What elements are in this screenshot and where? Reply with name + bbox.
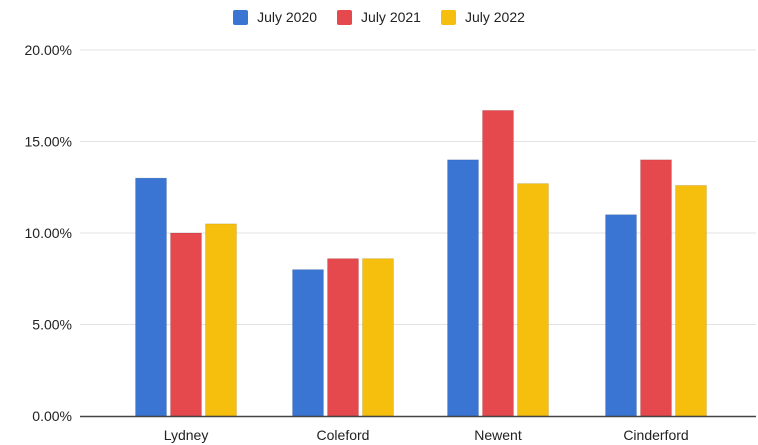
- legend-swatch-series-2: [337, 9, 353, 25]
- legend-item-series-3: July 2022: [440, 9, 525, 25]
- legend-label-series-3: July 2022: [464, 9, 525, 25]
- y-tick-label: 20.00%: [25, 42, 72, 58]
- x-category-label: Lydney: [164, 427, 209, 443]
- legend-label-series-2: July 2021: [361, 9, 421, 25]
- bar-lydney-series-1: [135, 177, 167, 417]
- y-tick-label: 0.00%: [32, 408, 72, 424]
- bar-lydney-series-2: [170, 232, 202, 417]
- x-category-label: Cinderford: [623, 427, 688, 443]
- legend: July 2020 July 2021 July 2022: [0, 6, 758, 28]
- bar-newent-series-3: [517, 183, 549, 417]
- bar-newent-series-1: [447, 159, 479, 417]
- bar-lydney-series-3: [205, 223, 237, 417]
- bar-cinderford-series-3: [675, 185, 707, 417]
- bar-newent-series-2: [482, 109, 514, 417]
- legend-label-series-1: July 2020: [257, 9, 318, 25]
- bar-coleford-series-3: [362, 258, 394, 417]
- bar-cinderford-series-1: [605, 214, 637, 417]
- legend-item-series-1: July 2020: [233, 9, 317, 25]
- bar-coleford-series-2: [327, 258, 359, 417]
- legend-swatch-series-3: [440, 9, 456, 25]
- legend-swatch-series-1: [233, 9, 249, 25]
- bar-coleford-series-1: [292, 269, 324, 417]
- x-category-label: Coleford: [317, 427, 370, 443]
- bar-cinderford-series-2: [640, 159, 672, 417]
- y-tick-label: 10.00%: [25, 225, 72, 241]
- legend-item-series-2: July 2021: [337, 9, 421, 25]
- y-tick-label: 15.00%: [25, 134, 72, 150]
- x-category-label: Newent: [474, 427, 522, 443]
- y-tick-label: 5.00%: [32, 317, 72, 333]
